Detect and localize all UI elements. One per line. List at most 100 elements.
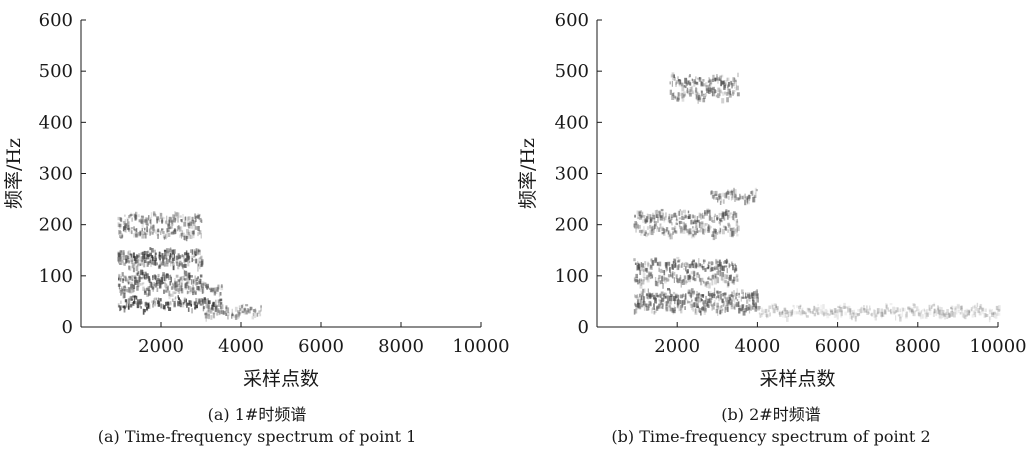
spectrum-mark — [695, 87, 698, 92]
spectrum-mark — [181, 230, 184, 235]
spectrum-mark — [147, 250, 150, 253]
spectrum-mark — [699, 277, 702, 280]
spectrum-mark — [192, 284, 194, 290]
spectrum-mark — [119, 262, 122, 265]
spectrum-mark — [660, 296, 662, 299]
spectrum-mark — [752, 306, 754, 310]
spectrum-mark — [720, 305, 723, 309]
spectrum-mark — [675, 82, 677, 86]
spectrum-mark — [730, 274, 732, 277]
y-tick-label: 400 — [555, 112, 589, 133]
spectrum-mark — [145, 273, 149, 279]
spectrum-mark — [175, 260, 178, 264]
spectrum-mark — [694, 226, 698, 230]
spectrum-mark — [140, 306, 142, 309]
spectrum-mark — [714, 274, 717, 278]
spectrum-mark — [828, 313, 831, 316]
spectrum-mark — [156, 231, 160, 236]
spectrum-mark — [687, 291, 691, 295]
spectrum-mark — [689, 275, 692, 280]
spectrum-mark — [643, 296, 645, 302]
spectrum-mark — [152, 275, 154, 281]
spectrum-mark — [696, 297, 699, 304]
x-tick-label: 2000 — [138, 336, 184, 357]
spectrum-mark — [773, 307, 776, 314]
spectrum-mark — [699, 221, 701, 227]
spectrum-mark — [672, 272, 674, 279]
spectrum-mark — [154, 303, 157, 307]
spectrum-mark — [670, 233, 673, 240]
spectrum-mark — [644, 218, 647, 224]
spectrum-mark — [928, 304, 931, 311]
spectrum-mark — [196, 302, 199, 305]
spectrum-mark — [993, 311, 996, 315]
spectrum-mark — [690, 288, 694, 294]
spectrum-mark — [726, 268, 728, 274]
spectrum-mark — [146, 262, 149, 267]
spectrum-mark — [191, 308, 193, 314]
spectrum-mark — [739, 193, 741, 199]
spectrum-mark — [205, 315, 207, 322]
spectrum-mark — [173, 249, 176, 254]
spectrum-mark — [731, 216, 734, 219]
spectrum-mark — [190, 303, 192, 307]
spectrum-mark — [693, 265, 697, 269]
spectrum-mark — [170, 276, 172, 283]
spectrum-mark — [203, 282, 207, 287]
spectrum-mark — [144, 233, 147, 239]
spectrum-mark — [736, 279, 739, 282]
y-tick-label: 600 — [555, 10, 589, 31]
spectrum-mark — [715, 197, 719, 200]
spectrum-mark — [225, 305, 228, 311]
spectrum-mark — [187, 231, 191, 236]
spectrum-mark — [674, 298, 676, 305]
spectrum-mark — [642, 266, 645, 273]
spectrum-mark — [168, 216, 172, 223]
spectrum-mark — [735, 228, 738, 234]
spectrum-mark — [676, 215, 678, 221]
spectrum-mark — [881, 311, 884, 317]
spectrum-mark — [651, 292, 655, 297]
spectrum-mark — [729, 80, 733, 86]
spectrum-mark — [717, 295, 720, 299]
spectrum-mark — [124, 214, 126, 217]
spectrum-mark — [660, 301, 664, 305]
spectrum-mark — [652, 214, 656, 219]
spectrum-mark — [688, 89, 691, 93]
spectrum-mark — [166, 258, 168, 264]
spectrum-mark — [135, 228, 138, 233]
spectrum-mark — [150, 212, 153, 218]
spectrum-mark — [641, 211, 644, 214]
spectrum-mark — [136, 285, 139, 291]
spectrum-mark — [646, 308, 649, 311]
spectrum-mark — [812, 308, 814, 315]
spectrum-mark — [195, 253, 197, 256]
spectrum-mark — [925, 309, 929, 313]
spectrum-mark — [702, 300, 704, 305]
spectrum-mark — [737, 72, 739, 78]
spectrum-mark — [173, 284, 176, 290]
spectrum-mark — [691, 261, 694, 266]
spectrum-mark — [212, 313, 216, 319]
spectrum-mark — [249, 306, 253, 311]
spectrum-mark — [645, 268, 648, 272]
y-axis-label: 频率/Hz — [517, 138, 539, 209]
spectrum-mark — [729, 264, 731, 267]
spectrum-mark — [120, 250, 123, 256]
spectrum-mark — [675, 295, 678, 299]
spectrum-mark — [837, 309, 840, 314]
spectrum-mark — [638, 229, 642, 233]
spectrum-mark — [159, 263, 162, 266]
spectrum-mark — [752, 196, 756, 203]
spectrum-mark — [146, 303, 149, 309]
spectrum-mark — [708, 297, 712, 303]
spectrum-mark — [830, 309, 833, 313]
spectrum-mark — [122, 221, 126, 226]
spectrum-mark — [679, 209, 681, 212]
spectrum-mark — [908, 306, 911, 310]
spectrum-mark — [202, 299, 204, 304]
spectrum-mark — [651, 264, 653, 270]
spectrum-mark — [681, 82, 684, 87]
spectrum-mark — [199, 256, 202, 260]
spectrum-mark — [664, 277, 667, 284]
